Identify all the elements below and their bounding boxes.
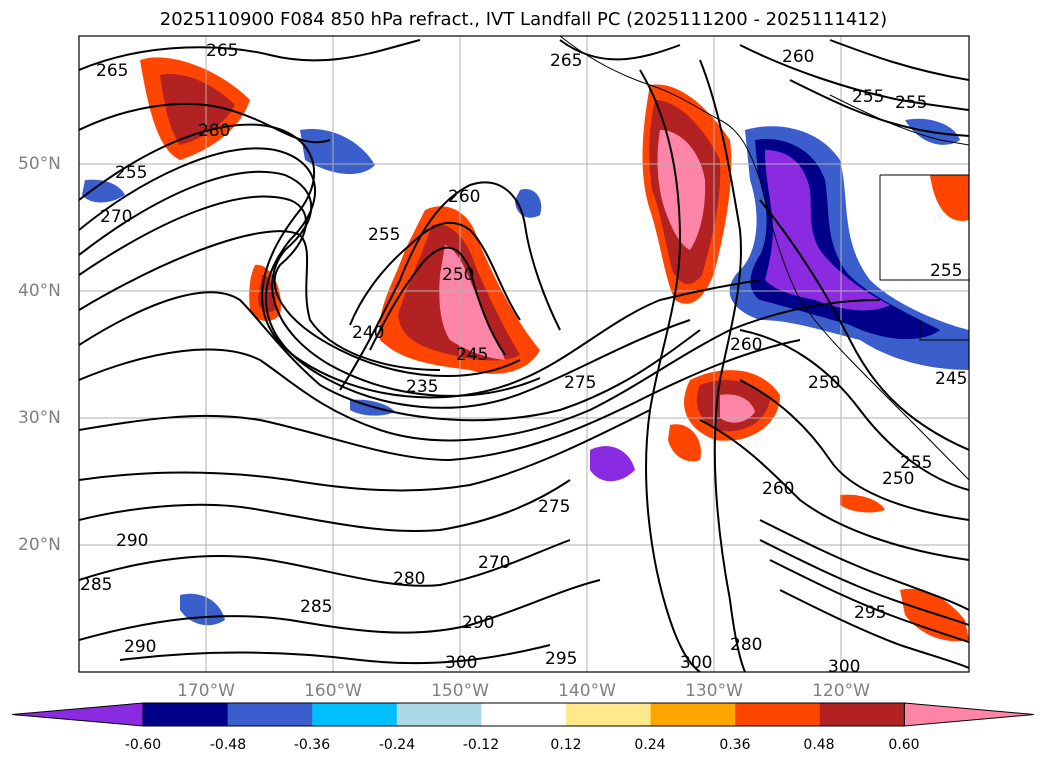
contour-label: 280 (198, 121, 230, 141)
colorbar-segment (735, 703, 821, 726)
colorbar-label: -0.12 (462, 737, 500, 753)
contour-label: 235 (406, 377, 438, 397)
lat-tick-label: 30°N (18, 408, 61, 428)
contour-label: 260 (762, 479, 794, 499)
colorbar-segment (819, 703, 905, 726)
colorbar-segment (312, 703, 398, 726)
colorbar-segment (566, 703, 652, 726)
contour-label: 265 (206, 41, 238, 61)
contour-lines (79, 39, 969, 672)
colorbar-label: 0.36 (719, 737, 751, 753)
map-title: 2025110900 F084 850 hPa refract., IVT La… (159, 9, 888, 30)
contour-label: 255 (368, 225, 400, 245)
colorbar-segment (143, 703, 229, 726)
graticule (79, 36, 969, 672)
contour-label: 290 (116, 531, 148, 551)
contour-label: 275 (564, 373, 596, 393)
contour-label: 300 (828, 657, 860, 677)
coastlines (559, 36, 969, 481)
lon-tick-label: 120°W (812, 681, 870, 701)
lon-tick-label: 170°W (177, 681, 235, 701)
contour-label: 250 (882, 469, 914, 489)
contour-label: 260 (448, 187, 480, 207)
contour-label: 245 (935, 369, 967, 389)
contour-label: 255 (930, 261, 962, 281)
colorbar-label: -0.60 (124, 737, 162, 753)
colorbar-segment (227, 703, 313, 726)
contour-label: 255 (900, 453, 932, 473)
colorbar-label: -0.48 (209, 737, 247, 753)
colorbar-label: 0.60 (888, 737, 920, 753)
contour-label: 285 (300, 597, 332, 617)
lon-tick-label: 130°W (685, 681, 743, 701)
colorbar-segment (650, 703, 736, 726)
colorbar-outline (142, 702, 905, 727)
contour-label: 265 (550, 51, 582, 71)
colorbar-extend-high (903, 702, 1035, 727)
contour-label: 260 (782, 47, 814, 67)
lat-tick-label: 40°N (18, 281, 61, 301)
contour-label: 285 (80, 575, 112, 595)
contour-label: 250 (442, 265, 474, 285)
colorbar-segment (396, 703, 482, 726)
colorbar-extend-low (11, 702, 144, 727)
contour-label: 290 (462, 613, 494, 633)
contour-label-group: 265 265 265 260 255 255 280 255 270 260 … (80, 41, 967, 677)
contour-label: 255 (895, 93, 927, 113)
contour-label: 270 (478, 553, 510, 573)
colorbar-label: 0.24 (634, 737, 666, 753)
lon-tick-label: 160°W (304, 681, 362, 701)
contour-label: 250 (808, 373, 840, 393)
contour-label: 280 (730, 635, 762, 655)
contour-label: 295 (545, 649, 577, 669)
contour-label: 280 (393, 569, 425, 589)
contour-label: 275 (538, 497, 570, 517)
contour-label: 270 (100, 207, 132, 227)
lon-tick-label: 150°W (431, 681, 489, 701)
colorbar-label: 0.48 (803, 737, 835, 753)
colorbar-label: 0.12 (550, 737, 582, 753)
contour-label: 265 (96, 61, 128, 81)
contour-label: 240 (352, 323, 384, 343)
contour-label: 290 (124, 637, 156, 657)
contour-label: 255 (115, 163, 147, 183)
contour-label: 245 (456, 345, 488, 365)
colorbar-segment (481, 703, 567, 726)
colorbar (11, 702, 1035, 727)
lat-tick-label: 20°N (18, 535, 61, 555)
contour-label: 295 (854, 603, 886, 623)
lon-tick-label: 140°W (558, 681, 616, 701)
map-frame (78, 35, 970, 673)
colorbar-label: -0.36 (293, 737, 331, 753)
contour-label: 260 (730, 335, 762, 355)
contour-label: 300 (445, 653, 477, 673)
lat-tick-label: 50°N (18, 154, 61, 174)
colorbar-label: -0.24 (378, 737, 416, 753)
contour-label: 300 (680, 653, 712, 673)
contour-label: 255 (852, 87, 884, 107)
